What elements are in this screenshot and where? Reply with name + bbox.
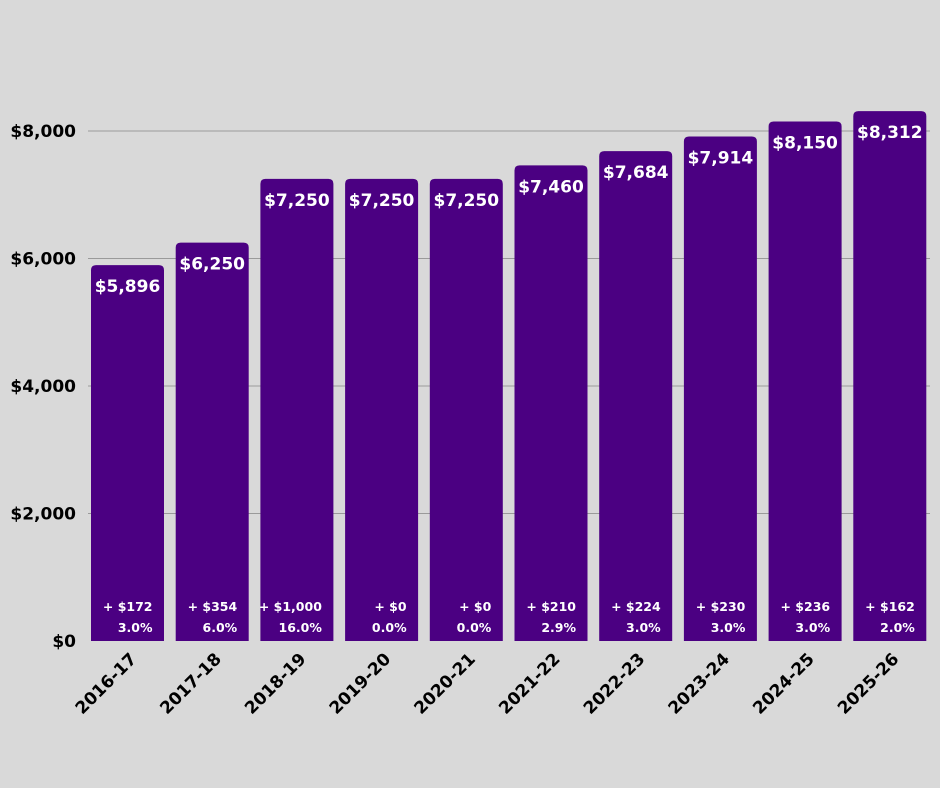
bar-change-label: + $1,000 xyxy=(259,599,322,614)
x-tick-label: 2021-22 xyxy=(495,649,564,718)
x-tick-label: 2017-18 xyxy=(156,649,225,718)
bar xyxy=(768,121,842,641)
bar-percent-label: 3.0% xyxy=(711,620,746,635)
bar-change-label: + $224 xyxy=(611,599,661,614)
bar xyxy=(599,151,673,641)
bar-change-label: + $172 xyxy=(103,599,153,614)
bar-percent-label: 16.0% xyxy=(279,620,323,635)
bar-value-label: $7,914 xyxy=(688,148,754,168)
y-tick-label: $4,000 xyxy=(10,377,76,397)
bar-percent-label: 0.0% xyxy=(372,620,407,635)
y-tick-label: $6,000 xyxy=(10,250,76,270)
bar xyxy=(91,265,164,641)
bar xyxy=(683,136,757,642)
bar xyxy=(514,165,588,642)
bar xyxy=(429,178,503,641)
bar-change-label: + $236 xyxy=(780,599,830,614)
bar-percent-label: 2.9% xyxy=(541,620,576,635)
bar-value-label: $8,150 xyxy=(772,133,838,153)
bar-change-label: + $0 xyxy=(374,599,407,614)
bar xyxy=(260,178,334,641)
bar-change-label: + $230 xyxy=(696,599,746,614)
bar-percent-label: 0.0% xyxy=(457,620,492,635)
bar-percent-label: 3.0% xyxy=(795,620,830,635)
bar-change-label: + $354 xyxy=(188,599,238,614)
x-tick-label: 2020-21 xyxy=(411,649,480,718)
x-tick-label: 2023-24 xyxy=(665,649,734,718)
x-tick-label: 2022-23 xyxy=(580,649,649,718)
bar-value-label: $7,250 xyxy=(264,191,330,211)
bar-change-label: + $162 xyxy=(865,599,915,614)
y-tick-label: $0 xyxy=(52,632,76,652)
y-tick-label: $8,000 xyxy=(10,122,76,142)
bar-change-label: + $0 xyxy=(459,599,492,614)
bar-value-label: $7,684 xyxy=(603,163,669,183)
bar-value-label: $7,250 xyxy=(433,191,499,211)
bar-percent-label: 3.0% xyxy=(626,620,661,635)
bar-percent-label: 2.0% xyxy=(880,620,915,635)
x-tick-label: 2016-17 xyxy=(72,649,141,718)
x-tick-label: 2019-20 xyxy=(326,649,395,718)
bar-percent-label: 3.0% xyxy=(118,620,153,635)
bar-value-label: $7,460 xyxy=(518,177,584,197)
bar xyxy=(853,111,927,642)
bar xyxy=(345,178,419,641)
bar-value-label: $7,250 xyxy=(349,191,415,211)
bar xyxy=(175,242,249,641)
x-tick-label: 2018-19 xyxy=(241,649,310,718)
bar-value-label: $8,312 xyxy=(857,123,923,143)
x-tick-label: 2024-25 xyxy=(749,649,818,718)
bar-change-label: + $210 xyxy=(526,599,576,614)
x-tick-label: 2025-26 xyxy=(834,649,903,718)
bar-value-label: $6,250 xyxy=(179,255,245,275)
y-tick-label: $2,000 xyxy=(10,505,76,525)
bar-value-label: $5,896 xyxy=(95,277,161,297)
bar-percent-label: 6.0% xyxy=(203,620,238,635)
